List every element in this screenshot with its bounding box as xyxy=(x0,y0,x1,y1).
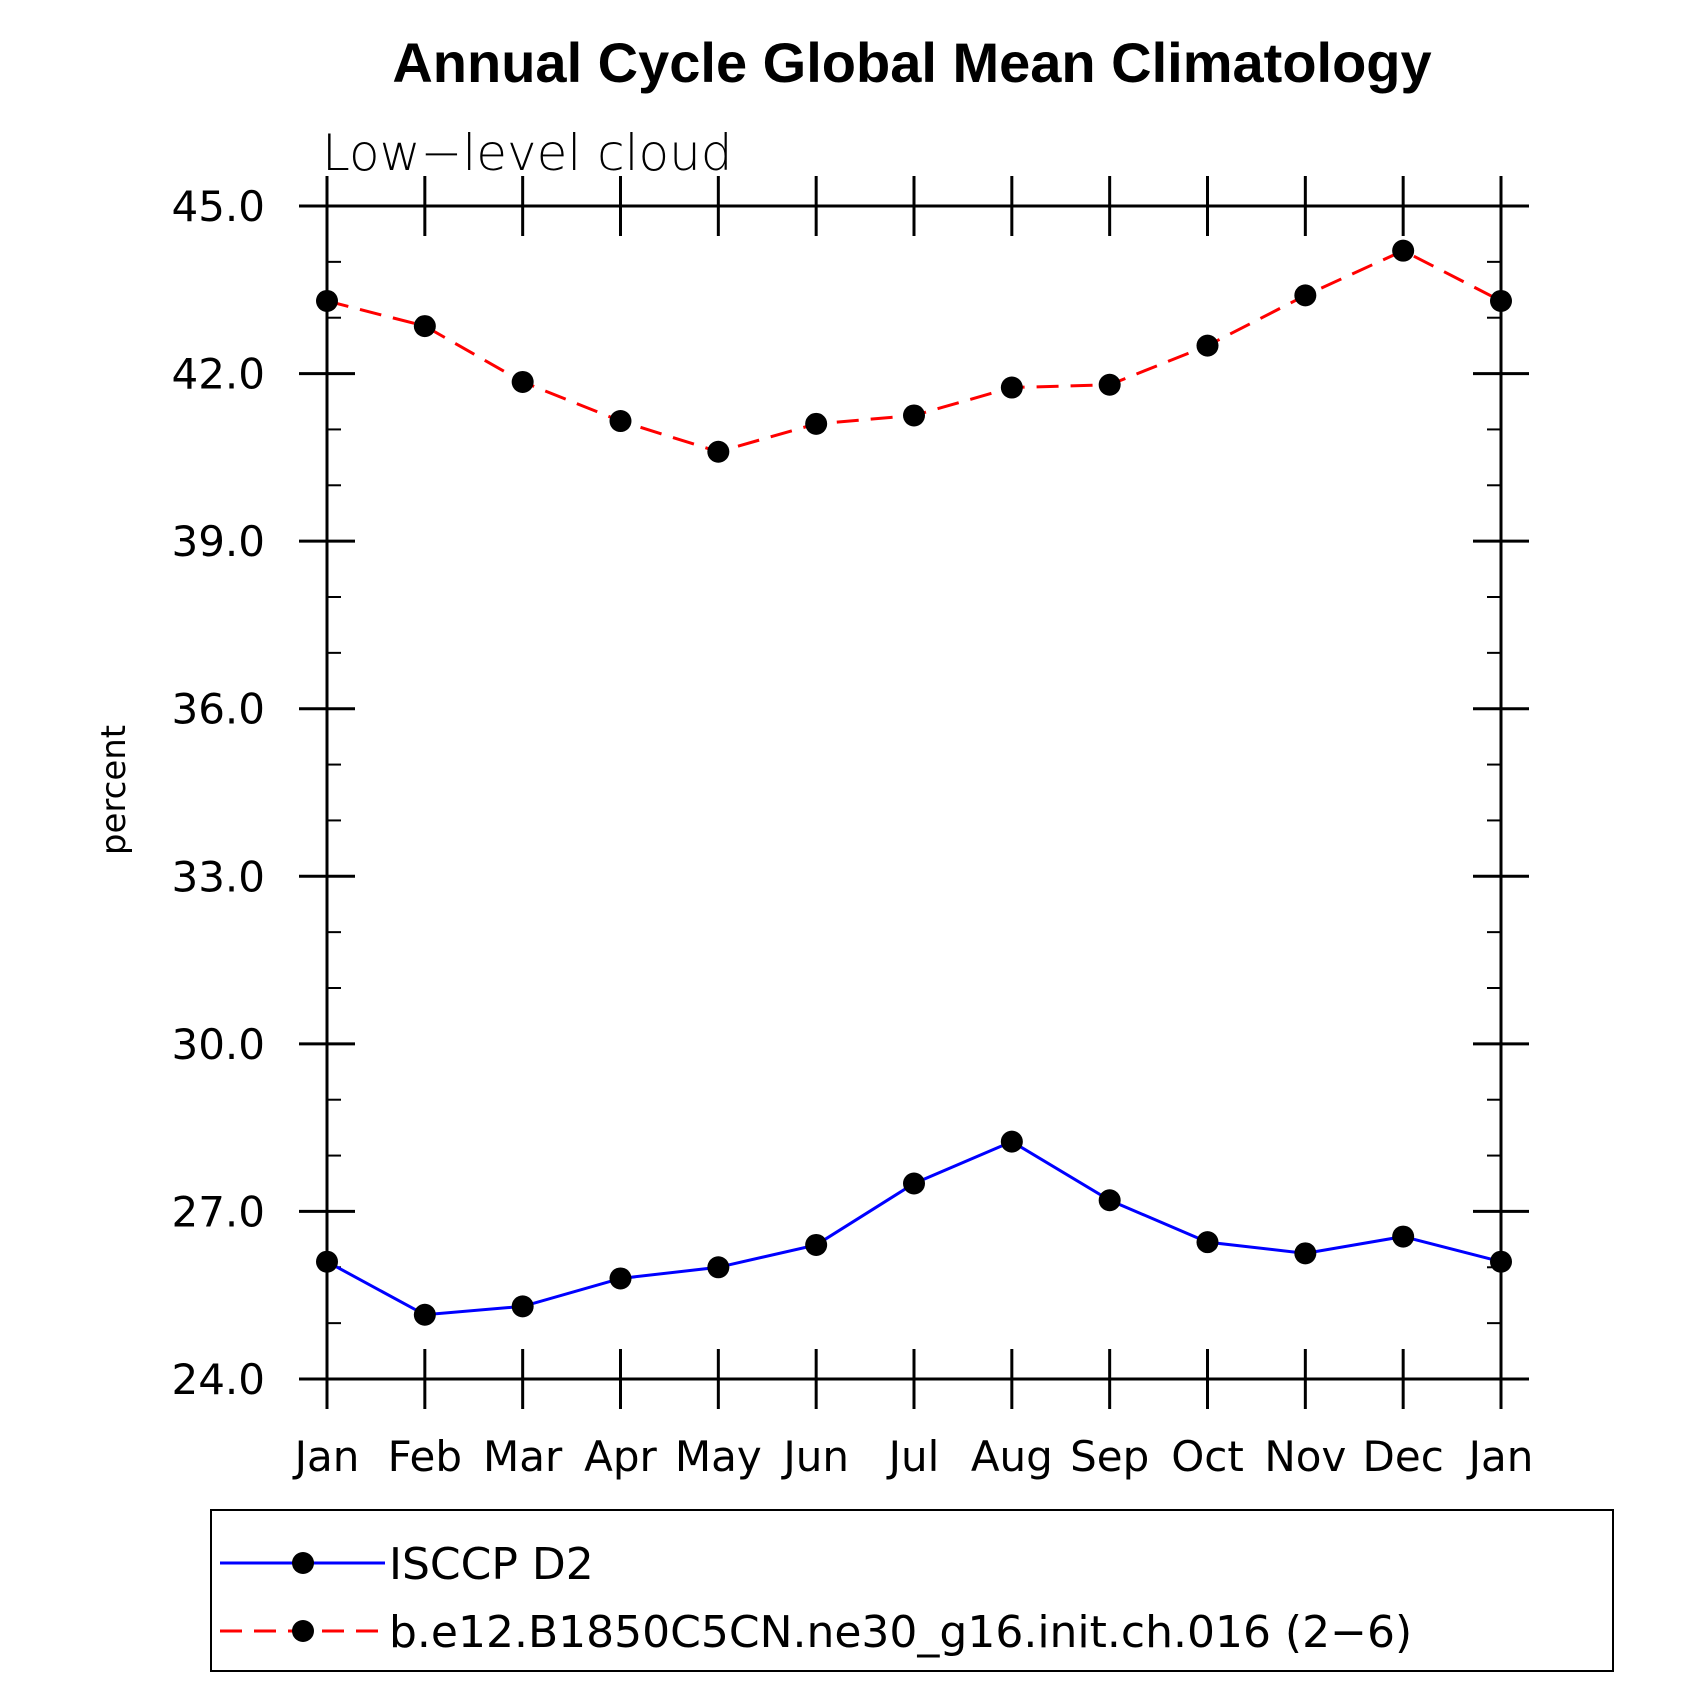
y-tick-label: 27.0 xyxy=(171,1187,265,1236)
data-point-series-1 xyxy=(1000,376,1023,399)
legend-marker-1 xyxy=(292,1620,314,1642)
data-point-series-0 xyxy=(609,1267,632,1290)
y-tick-label: 24.0 xyxy=(171,1355,265,1404)
data-point-series-1 xyxy=(1098,373,1121,396)
data-point-series-0 xyxy=(413,1303,436,1326)
data-point-series-0 xyxy=(1098,1189,1121,1212)
series-line-0 xyxy=(326,1139,1502,1317)
data-point-series-1 xyxy=(413,315,436,338)
data-point-series-1 xyxy=(316,289,338,312)
data-point-series-1 xyxy=(1490,289,1512,312)
x-tick-label: Mar xyxy=(483,1432,563,1481)
data-point-series-0 xyxy=(1196,1231,1219,1254)
x-tick-label: Dec xyxy=(1363,1432,1444,1481)
data-point-series-0 xyxy=(903,1172,925,1195)
chart-subtitle: Low−level cloud xyxy=(322,124,733,182)
x-tick-label: Jun xyxy=(780,1432,849,1481)
y-tick-label: 33.0 xyxy=(171,852,265,901)
x-tick-label: May xyxy=(675,1432,762,1481)
x-tick-label: Jan xyxy=(1466,1432,1534,1481)
x-tick-label: Jan xyxy=(292,1432,360,1481)
y-tick-label: 45.0 xyxy=(171,182,265,231)
data-point-series-1 xyxy=(511,370,534,393)
chart-title: Annual Cycle Global Mean Climatology xyxy=(392,31,1431,94)
legend: ISCCP D2 b.e12.B1850C5CN.ne30_g16.init.ch… xyxy=(210,1509,1614,1672)
x-tick-label: Feb xyxy=(388,1432,462,1481)
data-point-series-0 xyxy=(1392,1225,1415,1248)
data-point-series-1 xyxy=(1392,239,1415,262)
x-tick-label: Aug xyxy=(971,1432,1053,1481)
data-point-series-1 xyxy=(1294,284,1317,307)
data-point-series-0 xyxy=(316,1250,338,1273)
data-point-series-0 xyxy=(1000,1130,1023,1153)
x-tick-label: Jul xyxy=(886,1432,940,1481)
data-point-series-1 xyxy=(1196,334,1219,357)
y-tick-label: 39.0 xyxy=(171,517,265,566)
data-point-series-0 xyxy=(1490,1250,1512,1273)
plot-area: 24.0 27.0 30.0 33.0 36.0 39.0 42.0 45.0 Jan Feb Ma… xyxy=(171,176,1533,1481)
legend-box xyxy=(210,1509,1614,1672)
y-axis-label: percent xyxy=(94,725,134,855)
x-tick-label: Sep xyxy=(1070,1432,1149,1481)
data-point-series-0 xyxy=(1294,1242,1317,1265)
data-point-series-1 xyxy=(707,440,730,463)
y-tick-label: 36.0 xyxy=(171,685,265,734)
y-tick-label: 42.0 xyxy=(171,350,265,399)
data-point-series-1 xyxy=(805,412,828,435)
x-tick-label: Apr xyxy=(584,1432,657,1481)
data-point-series-1 xyxy=(609,410,632,433)
data-point-series-0 xyxy=(707,1256,730,1279)
x-tick-label: Nov xyxy=(1264,1432,1346,1481)
data-point-series-1 xyxy=(903,404,925,427)
legend-marker-0 xyxy=(292,1552,314,1574)
plot-frame xyxy=(325,204,1503,1381)
legend-label-0: ISCCP D2 xyxy=(389,1539,594,1590)
x-tick-label: Oct xyxy=(1171,1432,1244,1481)
data-point-series-0 xyxy=(805,1233,828,1256)
data-point-series-0 xyxy=(511,1295,534,1318)
legend-label-1: b.e12.B1850C5CN.ne30_g16.init.ch.016 (2−… xyxy=(389,1607,1412,1658)
y-tick-label: 30.0 xyxy=(171,1020,265,1069)
